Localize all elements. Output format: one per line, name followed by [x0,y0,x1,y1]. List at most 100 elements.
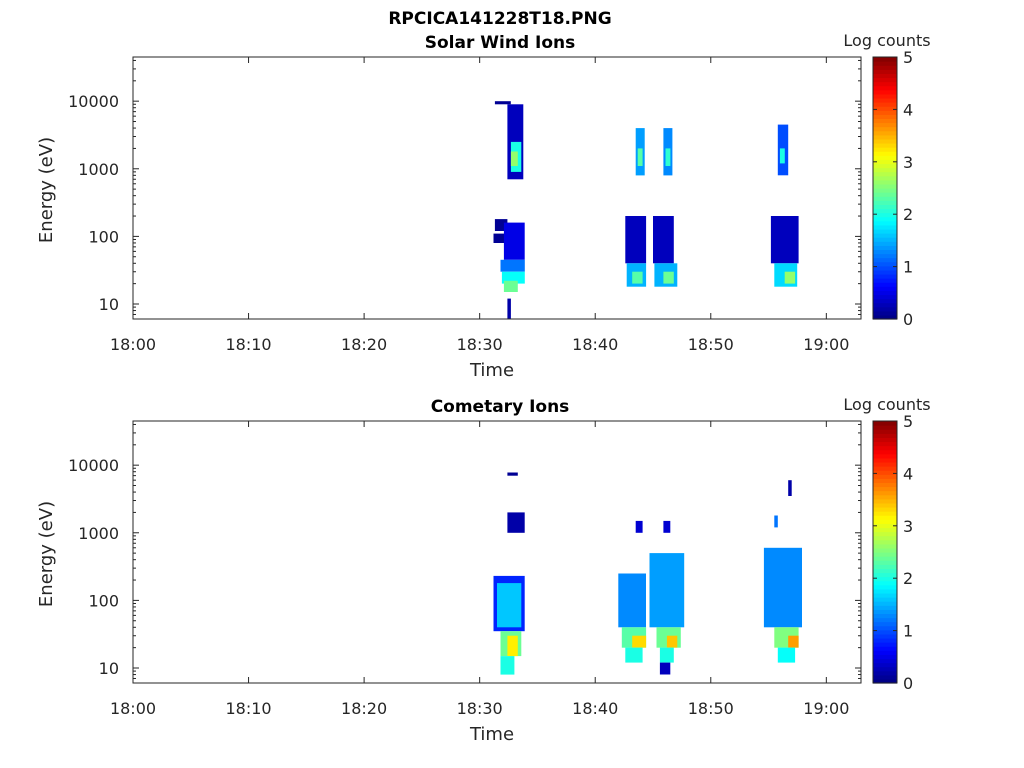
heatmap-cell [618,573,646,628]
colorbar-segment [873,110,897,115]
colorbar-segment [873,278,897,283]
x-tick-label: 18:20 [341,335,387,354]
y-tick-label: 10000 [68,456,119,475]
colorbar-segment [873,421,897,426]
colorbar-segment [873,241,897,246]
y-tick-label: 100 [88,591,119,610]
colorbar-segment [873,633,897,639]
colorbar-segment [873,179,897,185]
colorbar-segment [873,629,897,635]
colorbar-segment [873,65,897,70]
x-tick-label: 18:40 [572,335,618,354]
heatmap-cell [500,656,515,675]
x-tick-label: 18:10 [226,699,272,718]
colorbar-segment [873,249,897,255]
x-tick-label: 18:00 [110,335,156,354]
heatmap-cells [493,472,802,675]
colorbar-segment [873,273,897,279]
colorbar-segment [873,302,897,308]
colorbar-segment [873,650,897,655]
colorbar-segment [873,200,897,205]
colorbar-segment [873,605,897,610]
colorbar-segment [873,523,897,529]
heatmap-cell [777,647,796,663]
heatmap-cell [507,472,518,476]
colorbar-segment [873,286,897,291]
colorbar-segment [873,597,897,602]
colorbar-segment [873,429,897,434]
colorbar-segment [873,61,897,66]
panel-cometary-ions: 18:00 18:10 18:20 18:30 18:40 18:50 19:0010100… [36,395,931,745]
colorbar-tick-label: 3 [903,153,913,172]
axes-box [132,420,862,684]
colorbar-segment [873,572,897,578]
colorbar-segment [873,175,897,181]
heatmap-cell [788,635,799,648]
colorbar-segment [873,208,897,214]
colorbar-tick-label: 2 [903,205,913,224]
x-axis-label: Time [469,360,514,381]
panel-title: Solar Wind Ions [425,33,576,53]
colorbar-segment [873,642,897,647]
heatmap-cell [494,101,511,105]
heatmap-cell [663,520,671,533]
colorbar-segment [873,592,897,598]
heatmap-cell [663,271,674,284]
colorbar-tick-label: 5 [903,412,913,431]
colorbar-segment [873,130,897,136]
heatmap-cell [503,222,525,260]
colorbar-segment [873,253,897,259]
colorbar-segment [873,224,897,230]
y-tick-label: 10000 [68,92,119,111]
heatmap-cell [635,520,643,533]
colorbar-segment [873,155,897,160]
colorbar-segment [873,457,897,463]
panel-solar-wind-ions: 18:00 18:10 18:20 18:30 18:40 18:50 19:0010100… [36,31,931,381]
colorbar-segment [873,188,897,193]
colorbar-segment [873,674,897,680]
colorbar-frame [872,56,898,320]
colorbar-segment [873,171,897,177]
heatmap-cell [763,547,802,628]
colorbar-segment [873,449,897,455]
colorbar-segment [873,212,897,218]
heatmap-cell [637,148,643,166]
x-tick-label: 19:00 [803,335,849,354]
colorbar-segment [873,269,897,275]
heatmap-cell [507,512,525,533]
colorbar-segment [873,580,897,586]
colorbar-segment [873,601,897,606]
x-tick-label: 18:50 [688,699,734,718]
colorbar-segment [873,114,897,119]
colorbar-segment [873,102,897,107]
colorbar-segment [873,93,897,99]
colorbar-segment [873,77,897,83]
x-tick-label: 18:50 [688,335,734,354]
colorbar-segment [873,498,897,504]
heatmap-cell [774,515,778,528]
colorbar-segment [873,118,897,124]
colorbar-segment [873,122,897,128]
colorbar-segment [873,625,897,631]
plot-area [133,57,861,319]
colorbar-segment [873,314,897,320]
colorbar-segment [873,282,897,287]
colorbar-segment [873,257,897,263]
colorbar-segment [873,159,897,165]
colorbar-segment [873,494,897,500]
colorbar-tick-label: 1 [903,622,913,641]
plot-area [133,421,861,683]
heatmap-cell [665,148,671,166]
heatmap-cell [503,280,518,292]
colorbar-segment [873,584,897,590]
x-tick-label: 18:30 [457,699,503,718]
colorbar-segment [873,89,897,95]
colorbar-segment [873,310,897,316]
heatmap-cell [507,298,511,319]
colorbar-segment [873,506,897,512]
colorbar-segment [873,474,897,479]
colorbar-segment [873,547,897,553]
colorbar-segment [873,470,897,475]
colorbar-segment [873,73,897,79]
